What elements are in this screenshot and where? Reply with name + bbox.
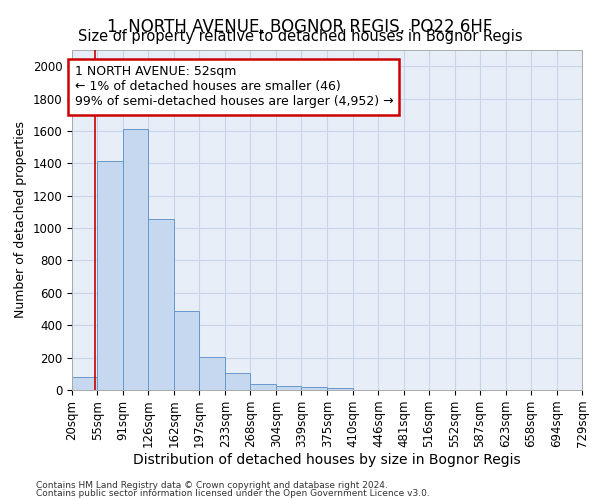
Bar <box>250 384 276 390</box>
Bar <box>199 357 225 390</box>
Bar <box>174 312 199 390</box>
Text: Size of property relative to detached houses in Bognor Regis: Size of property relative to detached ho… <box>77 29 523 44</box>
Bar <box>301 387 328 390</box>
Text: 1 NORTH AVENUE: 52sqm
← 1% of detached houses are smaller (46)
99% of semi-detac: 1 NORTH AVENUE: 52sqm ← 1% of detached h… <box>74 66 393 108</box>
Y-axis label: Number of detached properties: Number of detached properties <box>14 122 27 318</box>
Bar <box>276 386 301 390</box>
Bar <box>123 130 148 390</box>
Bar <box>97 161 123 390</box>
Text: Contains HM Land Registry data © Crown copyright and database right 2024.: Contains HM Land Registry data © Crown c… <box>36 480 388 490</box>
Text: Contains public sector information licensed under the Open Government Licence v3: Contains public sector information licen… <box>36 489 430 498</box>
X-axis label: Distribution of detached houses by size in Bognor Regis: Distribution of detached houses by size … <box>133 453 521 467</box>
Bar <box>328 388 353 390</box>
Text: 1, NORTH AVENUE, BOGNOR REGIS, PO22 6HF: 1, NORTH AVENUE, BOGNOR REGIS, PO22 6HF <box>107 18 493 36</box>
Bar <box>72 377 97 390</box>
Bar <box>225 373 250 390</box>
Bar <box>148 219 174 390</box>
